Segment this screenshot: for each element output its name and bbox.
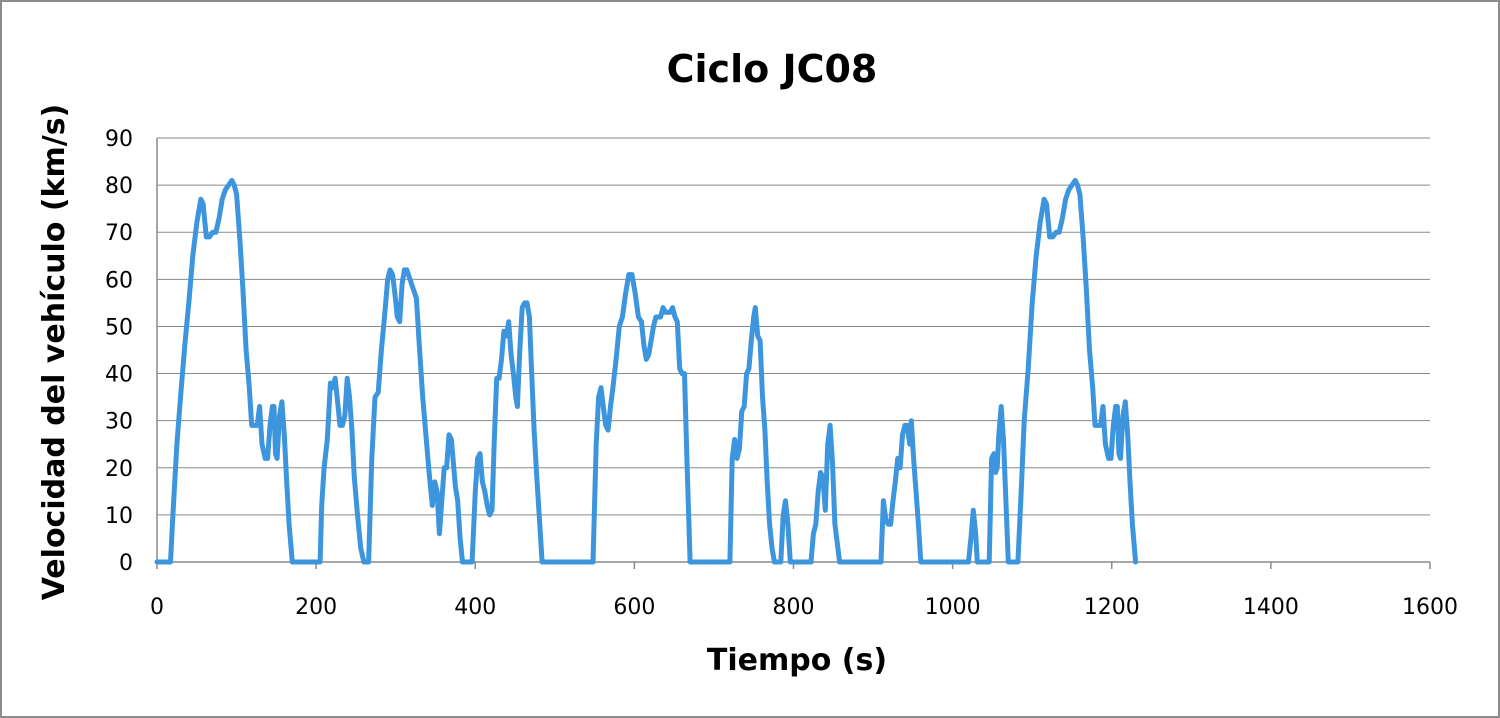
y-tick-label: 30 (105, 410, 133, 435)
x-tick-label: 800 (773, 595, 815, 620)
y-tick-label: 10 (105, 504, 133, 529)
series-layer (154, 177, 1139, 565)
gridlines (157, 137, 1430, 516)
y-tick-label: 20 (105, 457, 133, 482)
chart-title: Ciclo JC08 (667, 47, 878, 91)
y-tick-label: 0 (119, 551, 133, 576)
y-axis-title: Velocidad del vehículo (km/s) (37, 104, 72, 601)
axes (156, 138, 1431, 569)
y-tick-label: 90 (105, 127, 133, 152)
y-tick-label: 70 (105, 221, 133, 246)
x-tick-label: 1200 (1084, 595, 1140, 620)
x-axis-title: Tiempo (s) (707, 643, 887, 678)
y-tick-label: 60 (105, 268, 133, 293)
x-tick-label: 1000 (925, 595, 981, 620)
x-tick-label: 0 (150, 595, 164, 620)
y-tick-label: 50 (105, 315, 133, 340)
tick-labels: 0 10 20 30 40 50 60 70 80 90 0 200 400 600 800 1000 1200… (105, 127, 1458, 620)
x-tick-label: 1600 (1402, 595, 1458, 620)
y-tick-label: 80 (105, 174, 133, 199)
x-tick-label: 200 (295, 595, 337, 620)
y-tick-label: 40 (105, 363, 133, 388)
x-tick-label: 600 (613, 595, 655, 620)
series-line (154, 177, 1139, 565)
x-tick-label: 400 (454, 595, 496, 620)
x-tick-label: 1400 (1243, 595, 1299, 620)
